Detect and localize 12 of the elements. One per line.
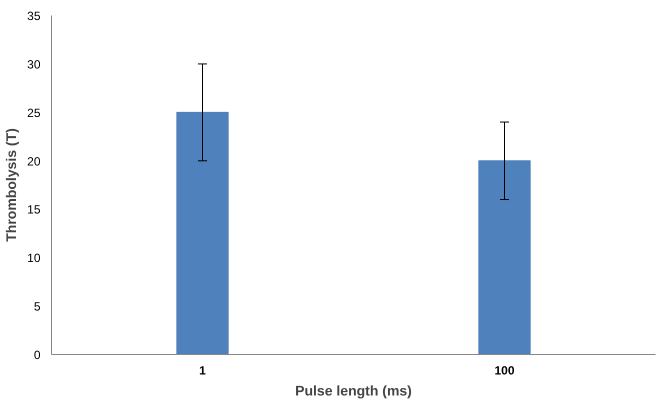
- y-tick-label: 35: [27, 9, 41, 23]
- y-tick-label: 30: [27, 57, 41, 72]
- y-axis-title: Thrombolysis (T): [3, 128, 20, 242]
- y-tick-label: 25: [27, 106, 41, 120]
- y-tick-label: 5: [34, 300, 41, 314]
- x-tick-label: 100: [494, 364, 515, 378]
- y-tick-label: 10: [27, 251, 41, 266]
- x-axis-title: Pulse length (ms): [295, 382, 412, 398]
- x-tick-label: 1: [199, 364, 206, 378]
- y-tick-label: 20: [27, 154, 41, 168]
- y-tick-label: 15: [27, 202, 41, 217]
- y-tick-label: 0: [34, 348, 41, 362]
